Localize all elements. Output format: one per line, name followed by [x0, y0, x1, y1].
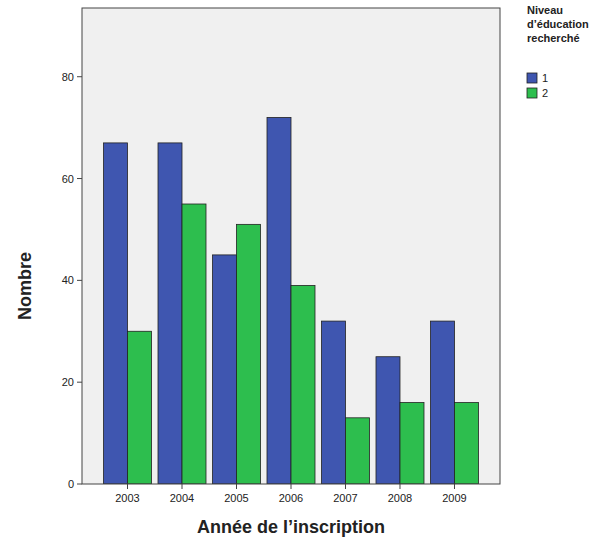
plot-background — [82, 8, 500, 484]
legend-swatch — [527, 73, 537, 83]
x-tick-label: 2005 — [224, 492, 248, 504]
bar — [158, 143, 182, 484]
legend-label: 1 — [542, 72, 548, 84]
y-tick-label: 0 — [68, 478, 74, 490]
bar — [104, 143, 128, 484]
legend-title: Niveaud’éducationrecherché — [527, 4, 589, 44]
x-tick-label: 2009 — [442, 492, 466, 504]
legend-label: 2 — [542, 87, 548, 99]
bar — [291, 285, 315, 484]
y-tick-label: 80 — [62, 71, 74, 83]
y-tick — [77, 484, 82, 485]
y-tick — [77, 178, 82, 179]
x-axis-label: Année de l’inscription — [197, 517, 385, 537]
y-tick-label: 60 — [62, 173, 74, 185]
chart: 0 20 40 60 80 2003 2004 2005 2006 2007 2008 2009 Ann… — [0, 0, 595, 548]
bars — [104, 117, 479, 484]
bar — [400, 403, 424, 484]
y-axis-label: Nombre — [15, 252, 35, 320]
bar — [454, 403, 478, 484]
x-tick — [345, 484, 346, 489]
plot-frame — [82, 8, 500, 484]
x-tick — [399, 484, 400, 489]
bar — [267, 117, 291, 484]
x-tick-label: 2007 — [333, 492, 357, 504]
x-tick-label: 2006 — [279, 492, 303, 504]
bar — [213, 255, 237, 484]
y-tick — [77, 280, 82, 281]
y-tick — [77, 382, 82, 383]
x-tick — [236, 484, 237, 489]
y-tick-label: 40 — [62, 274, 74, 286]
y-tick-label: 20 — [62, 376, 74, 388]
legend-swatch — [527, 88, 537, 98]
bar — [128, 331, 152, 484]
x-tick — [291, 484, 292, 489]
bar — [376, 357, 400, 484]
x-tick — [454, 484, 455, 489]
bar — [237, 224, 261, 484]
chart-container: 0 20 40 60 80 2003 2004 2005 2006 2007 2008 2009 Ann… — [0, 0, 595, 548]
x-tick-label: 2008 — [388, 492, 412, 504]
x-tick — [182, 484, 183, 489]
y-tick — [77, 76, 82, 77]
x-tick-label: 2003 — [115, 492, 139, 504]
bar — [430, 321, 454, 484]
bar — [321, 321, 345, 484]
bar — [345, 418, 369, 484]
x-tick-label: 2004 — [170, 492, 194, 504]
bar — [182, 204, 206, 484]
x-tick — [127, 484, 128, 489]
